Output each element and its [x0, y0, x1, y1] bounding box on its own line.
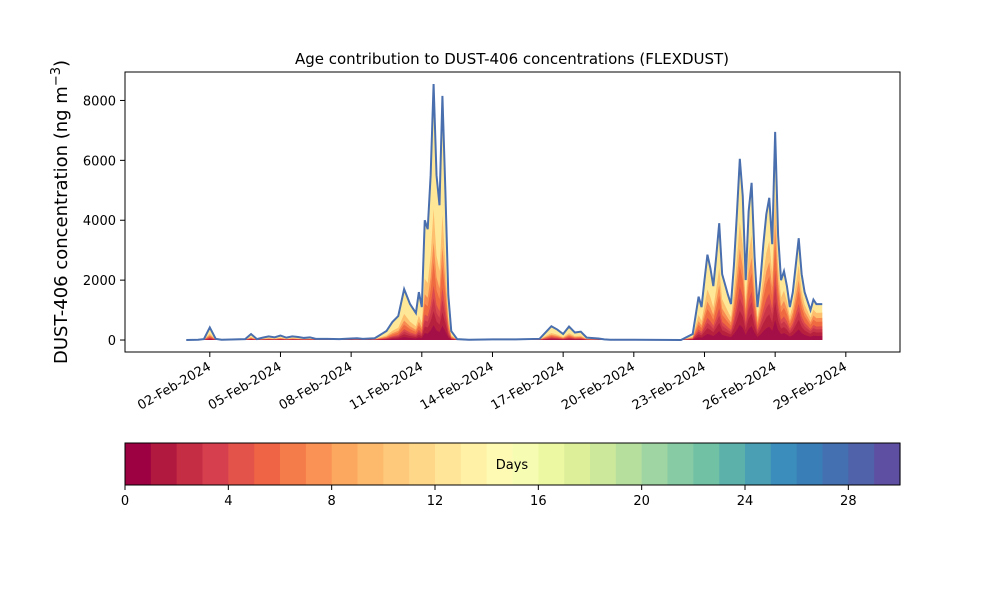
colorbar-cell — [150, 443, 178, 485]
y-tick-label: 0 — [108, 334, 116, 349]
colorbar-tick-label: 28 — [840, 494, 857, 509]
colorbar-ticks: 0 4 8 12 16 20 24 28 — [121, 485, 857, 509]
colorbar-cell — [564, 443, 591, 485]
plot-area — [124, 71, 901, 353]
colorbar-label: Days — [496, 458, 529, 473]
y-axis-label-text: DUST-406 concentration (ng m — [51, 86, 72, 364]
age-layer-0-1-days — [186, 319, 823, 341]
colorbar-cell — [176, 443, 204, 485]
colorbar-tick-label: 16 — [530, 494, 547, 509]
colorbar-cell — [745, 443, 772, 485]
colorbar-cell — [590, 443, 617, 485]
colorbar-tick-label: 4 — [224, 494, 232, 509]
colorbar-tick-label: 0 — [121, 494, 129, 509]
colorbar-cell — [512, 443, 539, 485]
colorbar-cell — [874, 443, 901, 485]
colorbar-cell — [228, 443, 255, 485]
colorbar-cell — [435, 443, 462, 485]
colorbar-cell — [719, 443, 746, 485]
colorbar-cell — [331, 443, 359, 485]
colorbar-cell — [125, 443, 152, 485]
y-axis-label-close: ) — [51, 60, 72, 67]
colorbar-cell — [615, 443, 643, 485]
colorbar-cell — [822, 443, 849, 485]
colorbar-tick-label: 24 — [737, 494, 754, 509]
y-axis-label: DUST-406 concentration (ng m−3) — [49, 60, 72, 364]
y-axis-label-unit-superscript: −3 — [49, 67, 64, 86]
colorbar-cell — [538, 443, 565, 485]
y-tick-label: 8000 — [83, 94, 116, 109]
age-layers — [186, 83, 823, 341]
colorbar-frame — [124, 442, 901, 486]
colorbar-cell — [409, 443, 436, 485]
y-tick-label: 2000 — [83, 274, 116, 289]
colorbar-cell — [280, 443, 307, 485]
colorbar-cell — [460, 443, 488, 485]
colorbar-cell — [848, 443, 875, 485]
y-tick-label: 6000 — [83, 154, 116, 169]
colorbar-cell — [254, 443, 281, 485]
colorbar-cell — [486, 443, 514, 485]
colorbar-cell — [693, 443, 720, 485]
colorbar-cell — [305, 443, 333, 485]
colorbar-cell — [796, 443, 824, 485]
y-tick-label: 4000 — [83, 214, 116, 229]
colorbar-tick-label: 8 — [328, 494, 336, 509]
colorbar: Days 0 4 8 12 16 20 24 28 — [121, 442, 901, 509]
colorbar-cell — [357, 443, 384, 485]
colorbar-cell — [770, 443, 798, 485]
colorbar-tick-label: 20 — [633, 494, 650, 509]
colorbar-cell — [202, 443, 229, 485]
colorbar-cell — [667, 443, 694, 485]
y-axis-ticks: 0 2000 4000 6000 8000 — [83, 94, 125, 349]
colorbar-cells — [125, 443, 901, 485]
colorbar-tick-label: 12 — [427, 494, 444, 509]
plot-frame — [124, 71, 901, 353]
colorbar-cell — [383, 443, 410, 485]
chart-title: Age contribution to DUST-406 concentrati… — [295, 50, 729, 68]
total-concentration-line — [186, 83, 823, 342]
colorbar-cell — [641, 443, 669, 485]
